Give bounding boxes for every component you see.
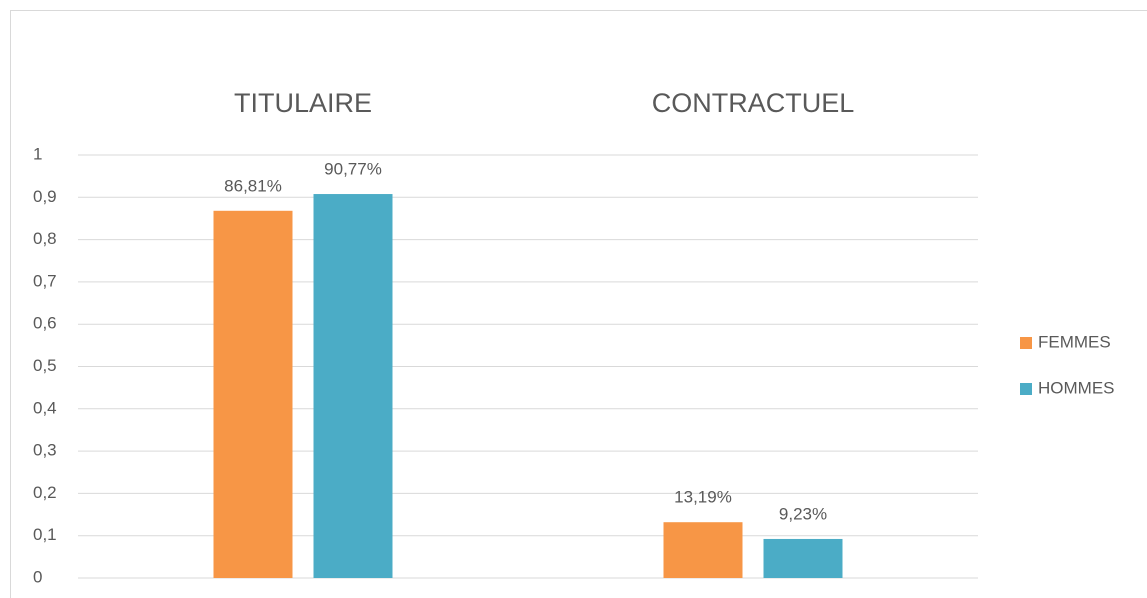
bar	[763, 538, 843, 578]
bar	[213, 210, 293, 578]
bar	[313, 194, 393, 578]
y-tick-label: 0	[33, 567, 42, 586]
legend-label: FEMMES	[1038, 332, 1111, 351]
chart-border	[10, 10, 1147, 598]
y-tick-label: 0,7	[33, 271, 57, 290]
y-tick-label: 0,9	[33, 187, 57, 206]
category-label: CONTRACTUEL	[652, 88, 855, 118]
y-tick-label: 1	[33, 144, 42, 163]
value-label: 86,81%	[224, 176, 282, 195]
y-tick-label: 0,1	[33, 525, 57, 544]
legend-swatch	[1020, 337, 1032, 349]
y-tick-label: 0,3	[33, 441, 57, 460]
value-label: 9,23%	[779, 504, 827, 523]
y-tick-label: 0,5	[33, 356, 57, 375]
y-tick-label: 0,8	[33, 229, 57, 248]
legend-swatch	[1020, 383, 1032, 395]
y-tick-label: 0,6	[33, 314, 57, 333]
category-label: TITULAIRE	[234, 88, 372, 118]
legend-label: HOMMES	[1038, 378, 1115, 397]
y-tick-label: 0,2	[33, 483, 57, 502]
y-tick-label: 0,4	[33, 398, 57, 417]
bar	[663, 522, 743, 578]
value-label: 90,77%	[324, 160, 382, 179]
value-label: 13,19%	[674, 488, 732, 507]
